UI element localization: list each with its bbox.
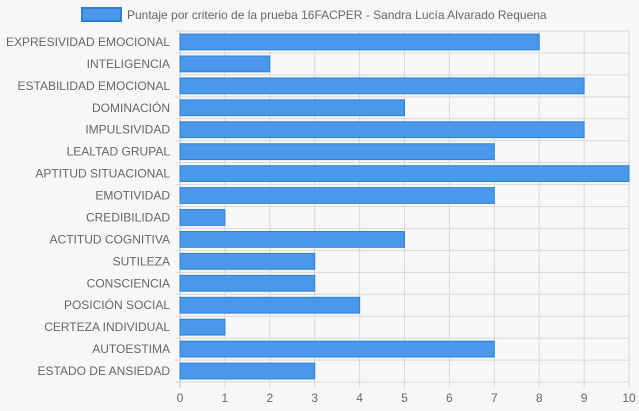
category-label: AUTOESTIMA bbox=[92, 342, 170, 356]
x-axis-labels: 0 1 2 3 4 5 6 7 8 9 10 bbox=[177, 391, 636, 405]
x-tick-label: 3 bbox=[311, 391, 318, 405]
bars bbox=[179, 33, 630, 380]
category-label: SUTILEZA bbox=[113, 254, 170, 268]
category-label: INTELIGENCIA bbox=[87, 57, 170, 71]
category-label: DOMINACIÓN bbox=[92, 100, 170, 115]
legend-swatch[interactable] bbox=[81, 7, 122, 22]
category-label: CERTEZA INDIVIDUAL bbox=[44, 320, 170, 334]
x-tick-label: 6 bbox=[446, 391, 453, 405]
legend-label[interactable]: Puntaje por criterio de la prueba 16FACP… bbox=[127, 8, 547, 22]
category-label: ESTADO DE ANSIEDAD bbox=[38, 364, 171, 378]
category-label: CREDIBILIDAD bbox=[86, 210, 170, 224]
x-tick-label: 10 bbox=[622, 391, 636, 405]
y-axis-labels: EXPRESIVIDAD EMOCIONAL INTELIGENCIA ESTABI… bbox=[6, 35, 170, 378]
bar[interactable] bbox=[179, 209, 226, 226]
x-tick-label: 7 bbox=[491, 391, 498, 405]
bar[interactable] bbox=[179, 362, 316, 380]
bar[interactable] bbox=[179, 77, 585, 95]
bar[interactable] bbox=[179, 165, 630, 182]
category-label: CONSCIENCIA bbox=[87, 276, 170, 290]
bar[interactable] bbox=[179, 252, 316, 270]
category-label: APTITUD SITUACIONAL bbox=[35, 167, 170, 181]
bar[interactable] bbox=[179, 274, 316, 292]
legend[interactable]: Puntaje por criterio de la prueba 16FACP… bbox=[81, 7, 547, 22]
category-label: EXPRESIVIDAD EMOCIONAL bbox=[6, 35, 170, 49]
category-label: POSICIÓN SOCIAL bbox=[64, 297, 170, 312]
category-label: IMPULSIVIDAD bbox=[85, 123, 170, 137]
x-tick-label: 5 bbox=[401, 391, 408, 405]
bar[interactable] bbox=[179, 121, 585, 139]
bar[interactable] bbox=[179, 55, 271, 73]
bar[interactable] bbox=[179, 340, 495, 358]
category-label: LEALTAD GRUPAL bbox=[67, 145, 171, 159]
category-label: EMOTIVIDAD bbox=[95, 189, 170, 203]
bar[interactable] bbox=[179, 231, 405, 248]
bar[interactable] bbox=[179, 33, 540, 51]
x-tick-label: 0 bbox=[177, 391, 184, 405]
bar[interactable] bbox=[179, 296, 361, 314]
x-tick-label: 1 bbox=[222, 391, 229, 405]
category-label: ESTABILIDAD EMOCIONAL bbox=[18, 79, 171, 93]
bar[interactable] bbox=[179, 187, 495, 204]
x-tick-label: 4 bbox=[356, 391, 363, 405]
bar[interactable] bbox=[179, 318, 226, 336]
x-tick-label: 9 bbox=[581, 391, 588, 405]
x-tick-label: 8 bbox=[536, 391, 543, 405]
category-label: ACTITUD COGNITIVA bbox=[50, 232, 170, 246]
x-tick-label: 2 bbox=[266, 391, 273, 405]
bar[interactable] bbox=[179, 99, 405, 117]
bar[interactable] bbox=[179, 143, 495, 161]
